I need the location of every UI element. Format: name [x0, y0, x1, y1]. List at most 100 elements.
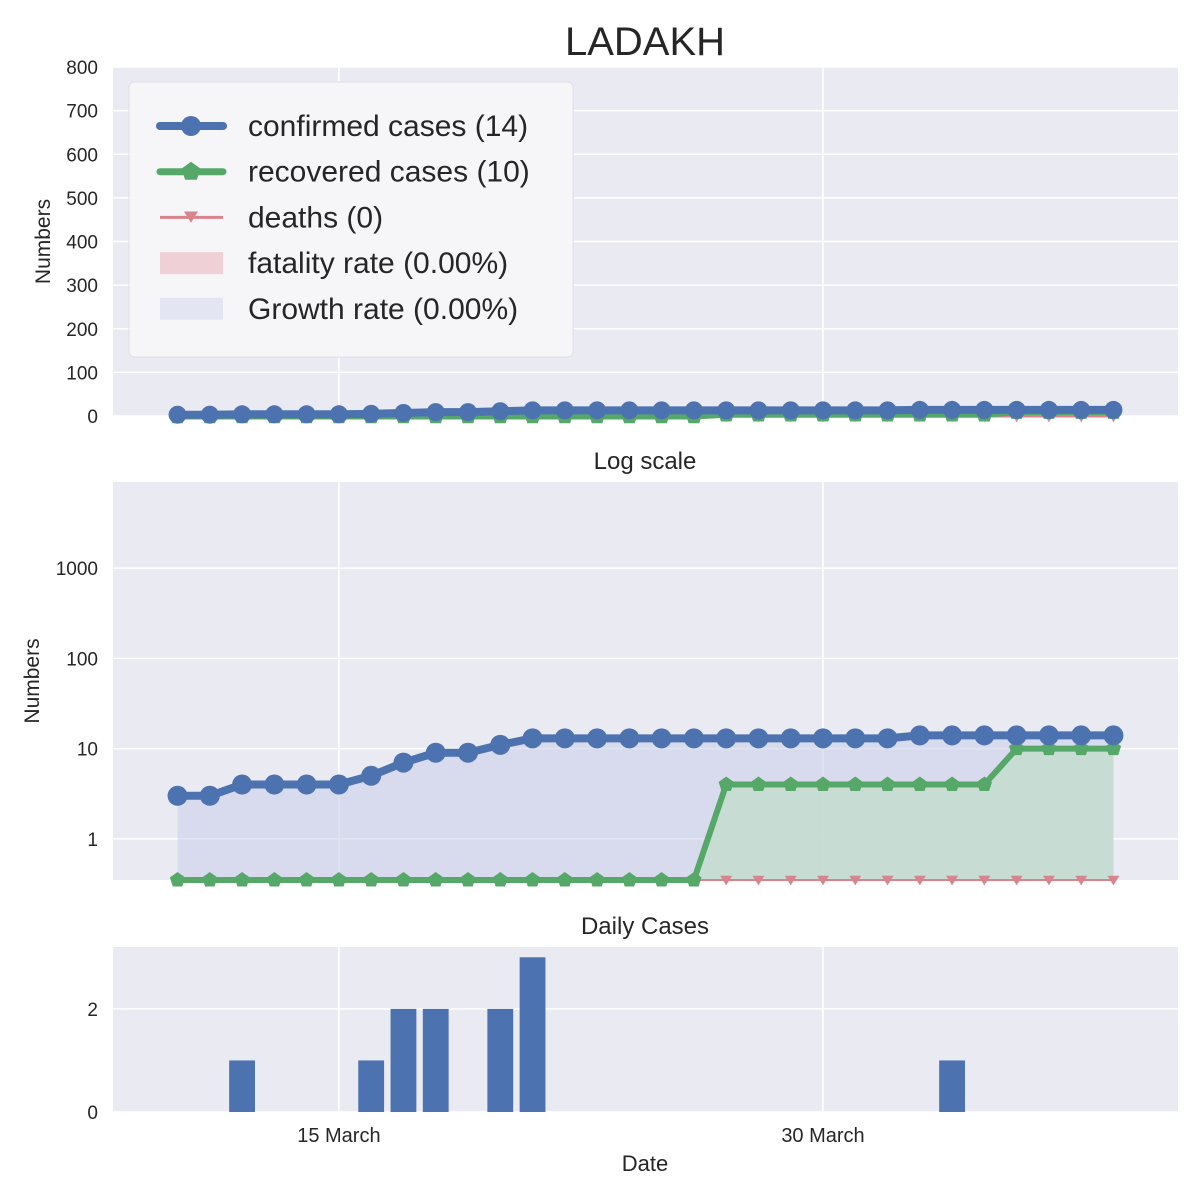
x-tick-label: 15 March — [297, 1125, 380, 1147]
x-axis-label: Date — [622, 1151, 668, 1176]
linear-confirmed-point — [362, 404, 381, 423]
log-recovered-point — [169, 872, 186, 887]
linear-confirmed-point — [523, 401, 542, 420]
log-recovered-point — [847, 776, 863, 791]
linear-confirmed-point — [975, 400, 994, 419]
log-recovered-point — [524, 872, 541, 887]
linear-confirmed-point — [846, 401, 865, 420]
log-recovered-point — [363, 872, 379, 887]
linear-confirmed-point — [684, 401, 703, 420]
linear-ytick-label: 400 — [66, 233, 98, 254]
linear-confirmed-point — [943, 400, 962, 419]
daily-bar — [939, 1060, 965, 1112]
daily-panel-title: Daily Cases — [581, 913, 709, 940]
log-deaths-point — [849, 875, 862, 886]
log-recovered-point — [944, 776, 960, 791]
linear-confirmed-point — [329, 405, 348, 424]
log-confirmed-point — [619, 728, 640, 749]
legend-box — [128, 81, 574, 358]
log-recovered-point — [395, 872, 412, 887]
log-recovered-point — [912, 776, 928, 791]
linear-confirmed-point — [394, 403, 413, 422]
legend-confirmed-marker — [181, 116, 201, 136]
log-recovered-point — [879, 776, 896, 791]
log-deaths-point — [978, 875, 991, 886]
log-recovered-point — [234, 872, 250, 887]
linear-ytick-label: 0 — [87, 407, 98, 428]
log-confirmed-point — [167, 785, 188, 806]
linear-confirmed-point — [652, 401, 671, 420]
log-recovered-point — [815, 776, 831, 791]
log-confirmed-point — [587, 728, 608, 749]
linear-confirmed-point — [555, 401, 574, 420]
linear-confirmed-point — [265, 405, 284, 424]
x-tick-label: 30 March — [781, 1125, 864, 1147]
log-recovered-point — [976, 776, 992, 791]
log-recovered-area — [177, 748, 1114, 880]
log-recovered-point — [686, 872, 702, 887]
log-recovered-point — [557, 872, 573, 887]
log-confirmed-point — [232, 774, 253, 795]
daily-bar — [422, 1008, 449, 1112]
log-confirmed-point — [845, 728, 866, 749]
log-recovered-point — [492, 872, 508, 887]
log-confirmed-point — [393, 752, 414, 773]
log-deaths-point — [1075, 875, 1088, 886]
log-confirmed-point — [425, 742, 446, 763]
log-deaths-point — [1107, 875, 1120, 886]
log-deaths-point — [1042, 875, 1055, 886]
log-deaths-point — [913, 875, 926, 886]
log-confirmed-point — [1071, 725, 1092, 746]
log-deaths-point — [784, 875, 797, 886]
log-deaths-point — [752, 875, 765, 886]
legend: confirmed cases (14) recovered cases (10)… — [128, 81, 574, 358]
log-recovered-point — [750, 776, 767, 791]
log-confirmed-point — [651, 728, 672, 749]
linear-ytick-label: 200 — [66, 320, 98, 341]
linear-confirmed-point — [426, 403, 445, 422]
log-ytick-label: 10 — [77, 740, 98, 761]
log-recovered-point — [331, 872, 347, 887]
log-recovered-point — [783, 776, 799, 791]
linear-ytick-label: 300 — [66, 276, 98, 297]
linear-confirmed-point — [910, 400, 929, 419]
log-deaths-point — [720, 875, 733, 886]
figure-title: LADAKH — [565, 20, 725, 64]
linear-confirmed-point — [588, 401, 607, 420]
log-confirmed-point — [361, 765, 382, 786]
log-recovered-point — [266, 872, 282, 887]
linear-confirmed-point — [1104, 400, 1123, 419]
log-confirmed-point — [199, 785, 220, 806]
daily-bar — [390, 1008, 417, 1112]
log-confirmed-point — [683, 728, 704, 749]
log-deaths-point — [881, 875, 894, 886]
linear-confirmed-point — [814, 401, 832, 420]
log-ytick-label: 100 — [66, 649, 98, 670]
log-confirmed-point — [1038, 725, 1059, 746]
linear-confirmed-point — [749, 401, 768, 420]
linear-confirmed-point — [233, 405, 252, 424]
log-recovered-point — [718, 776, 734, 791]
log-confirmed-point — [909, 725, 930, 746]
log-confirmed-point — [716, 728, 737, 749]
legend-label-growth: Growth rate (0.00%) — [248, 293, 518, 326]
legend-label-confirmed: confirmed cases (14) — [248, 110, 528, 143]
linear-confirmed-point — [1039, 400, 1058, 419]
log-recovered-point — [460, 872, 476, 887]
log-confirmed-point — [780, 728, 801, 749]
legend-item-deaths: deaths (0) — [160, 201, 383, 234]
linear-confirmed-point — [717, 401, 736, 420]
legend-deaths-marker — [184, 211, 198, 223]
legend-label-fatality: fatality rate (0.00%) — [248, 247, 508, 280]
linear-ytick-label: 600 — [66, 145, 98, 166]
log-recovered-point — [654, 872, 670, 887]
log-confirmed-point — [748, 728, 769, 749]
daily-bar — [358, 1060, 385, 1112]
linear-ytick-label: 500 — [66, 189, 98, 210]
linear-confirmed-point — [1072, 400, 1091, 419]
linear-confirmed-point — [297, 405, 316, 424]
linear-ytick-label: 100 — [66, 363, 98, 384]
log-confirmed-point — [554, 728, 575, 749]
